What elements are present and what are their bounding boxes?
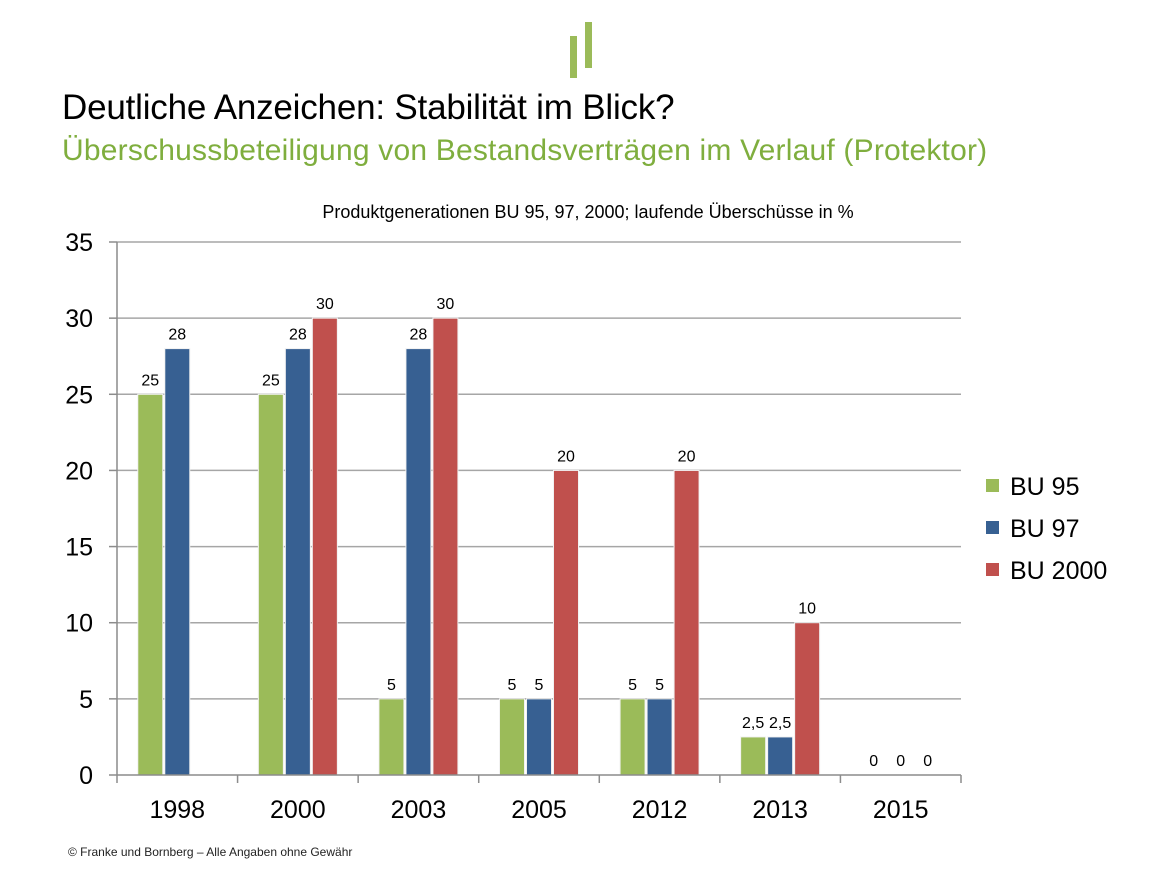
bar-bu-2000-2000	[311, 317, 338, 776]
bar-bu-2000-2013	[794, 622, 821, 776]
legend-swatch-bu-95	[986, 479, 999, 492]
data-label: 30	[437, 296, 455, 313]
data-label: 5	[387, 677, 396, 694]
legend-label: BU 95	[1010, 473, 1079, 501]
y-tick-label: 30	[65, 305, 93, 333]
y-tick-label: 20	[65, 457, 93, 485]
bar-bu-95-2003	[378, 698, 405, 776]
data-label: 0	[923, 753, 932, 770]
data-label: 0	[896, 753, 905, 770]
y-tick-label: 10	[65, 610, 93, 638]
y-tick-label: 5	[79, 686, 93, 714]
x-tick-label-2000: 2000	[270, 796, 326, 824]
chart-title: Produktgenerationen BU 95, 97, 2000; lau…	[322, 202, 853, 222]
bar-bu-95-2013	[740, 736, 767, 776]
bars	[137, 317, 821, 776]
data-label: 20	[678, 448, 696, 465]
data-label: 5	[508, 677, 517, 694]
logo-bar-tall	[585, 22, 592, 68]
x-tick-label-2013: 2013	[752, 796, 808, 824]
bar-bu-97-2013	[767, 736, 794, 776]
data-label: 0	[869, 753, 878, 770]
data-label: 28	[410, 327, 428, 344]
x-tick-label-2003: 2003	[391, 796, 447, 824]
data-label: 5	[655, 677, 664, 694]
data-label: 25	[141, 372, 159, 389]
data-label: 30	[316, 296, 334, 313]
data-label: 28	[168, 327, 186, 344]
y-tick-label: 15	[65, 534, 93, 562]
bar-bu-2000-2005	[553, 469, 579, 776]
y-tick-label: 25	[65, 381, 93, 409]
x-axis: 1998 2000 2003 2005 2012 2013 2015	[116, 774, 962, 824]
x-tick-label-1998: 1998	[149, 796, 205, 824]
y-axis: 0 5 10 15 20 25 30 35	[65, 229, 118, 790]
bar-bu-95-2000	[257, 393, 284, 776]
legend: BU 95 BU 97 BU 2000	[986, 473, 1107, 585]
bar-bu-95-2005	[499, 698, 525, 776]
data-label: 5	[535, 677, 544, 694]
data-labels: 25 28 25 28 30 5 28 30 5 5 20 5 5 20 2,5 2,5 10 0 0 0	[141, 296, 932, 770]
data-label: 20	[557, 448, 575, 465]
x-tick-label-2012: 2012	[632, 796, 688, 824]
brand-logo	[570, 22, 596, 85]
x-tick-label-2005: 2005	[511, 796, 567, 824]
bar-bu-97-1998	[164, 348, 191, 776]
data-label: 25	[262, 372, 280, 389]
data-label: 5	[628, 677, 637, 694]
data-label: 2,5	[742, 715, 764, 732]
y-tick-label: 0	[79, 762, 93, 790]
legend-swatch-bu-2000	[986, 563, 999, 576]
gridlines	[117, 241, 961, 700]
bar-bu-97-2000	[284, 348, 311, 776]
bar-bu-95-1998	[137, 393, 164, 776]
bar-bu-95-2012	[619, 698, 646, 776]
page-subtitle: Überschussbeteiligung von Bestandsverträ…	[62, 134, 988, 167]
bar-bu-97-2005	[526, 698, 552, 776]
legend-label: BU 97	[1010, 515, 1079, 543]
x-tick-label-2015: 2015	[873, 796, 929, 824]
data-label: 10	[798, 601, 816, 618]
page-title: Deutliche Anzeichen: Stabilität im Blick…	[62, 88, 675, 127]
bar-bu-97-2003	[405, 348, 432, 776]
y-tick-label: 35	[65, 229, 93, 257]
bar-bu-97-2012	[646, 698, 673, 776]
bar-bu-2000-2003	[432, 317, 459, 776]
bar-bu-2000-2012	[673, 469, 700, 776]
logo-bar-short	[570, 36, 577, 78]
data-label: 28	[289, 327, 307, 344]
legend-label: BU 2000	[1010, 557, 1107, 585]
legend-swatch-bu-97	[986, 521, 999, 534]
footer-copyright: © Franke und Bornberg – Alle Angaben ohn…	[68, 845, 353, 859]
data-label: 2,5	[769, 715, 791, 732]
